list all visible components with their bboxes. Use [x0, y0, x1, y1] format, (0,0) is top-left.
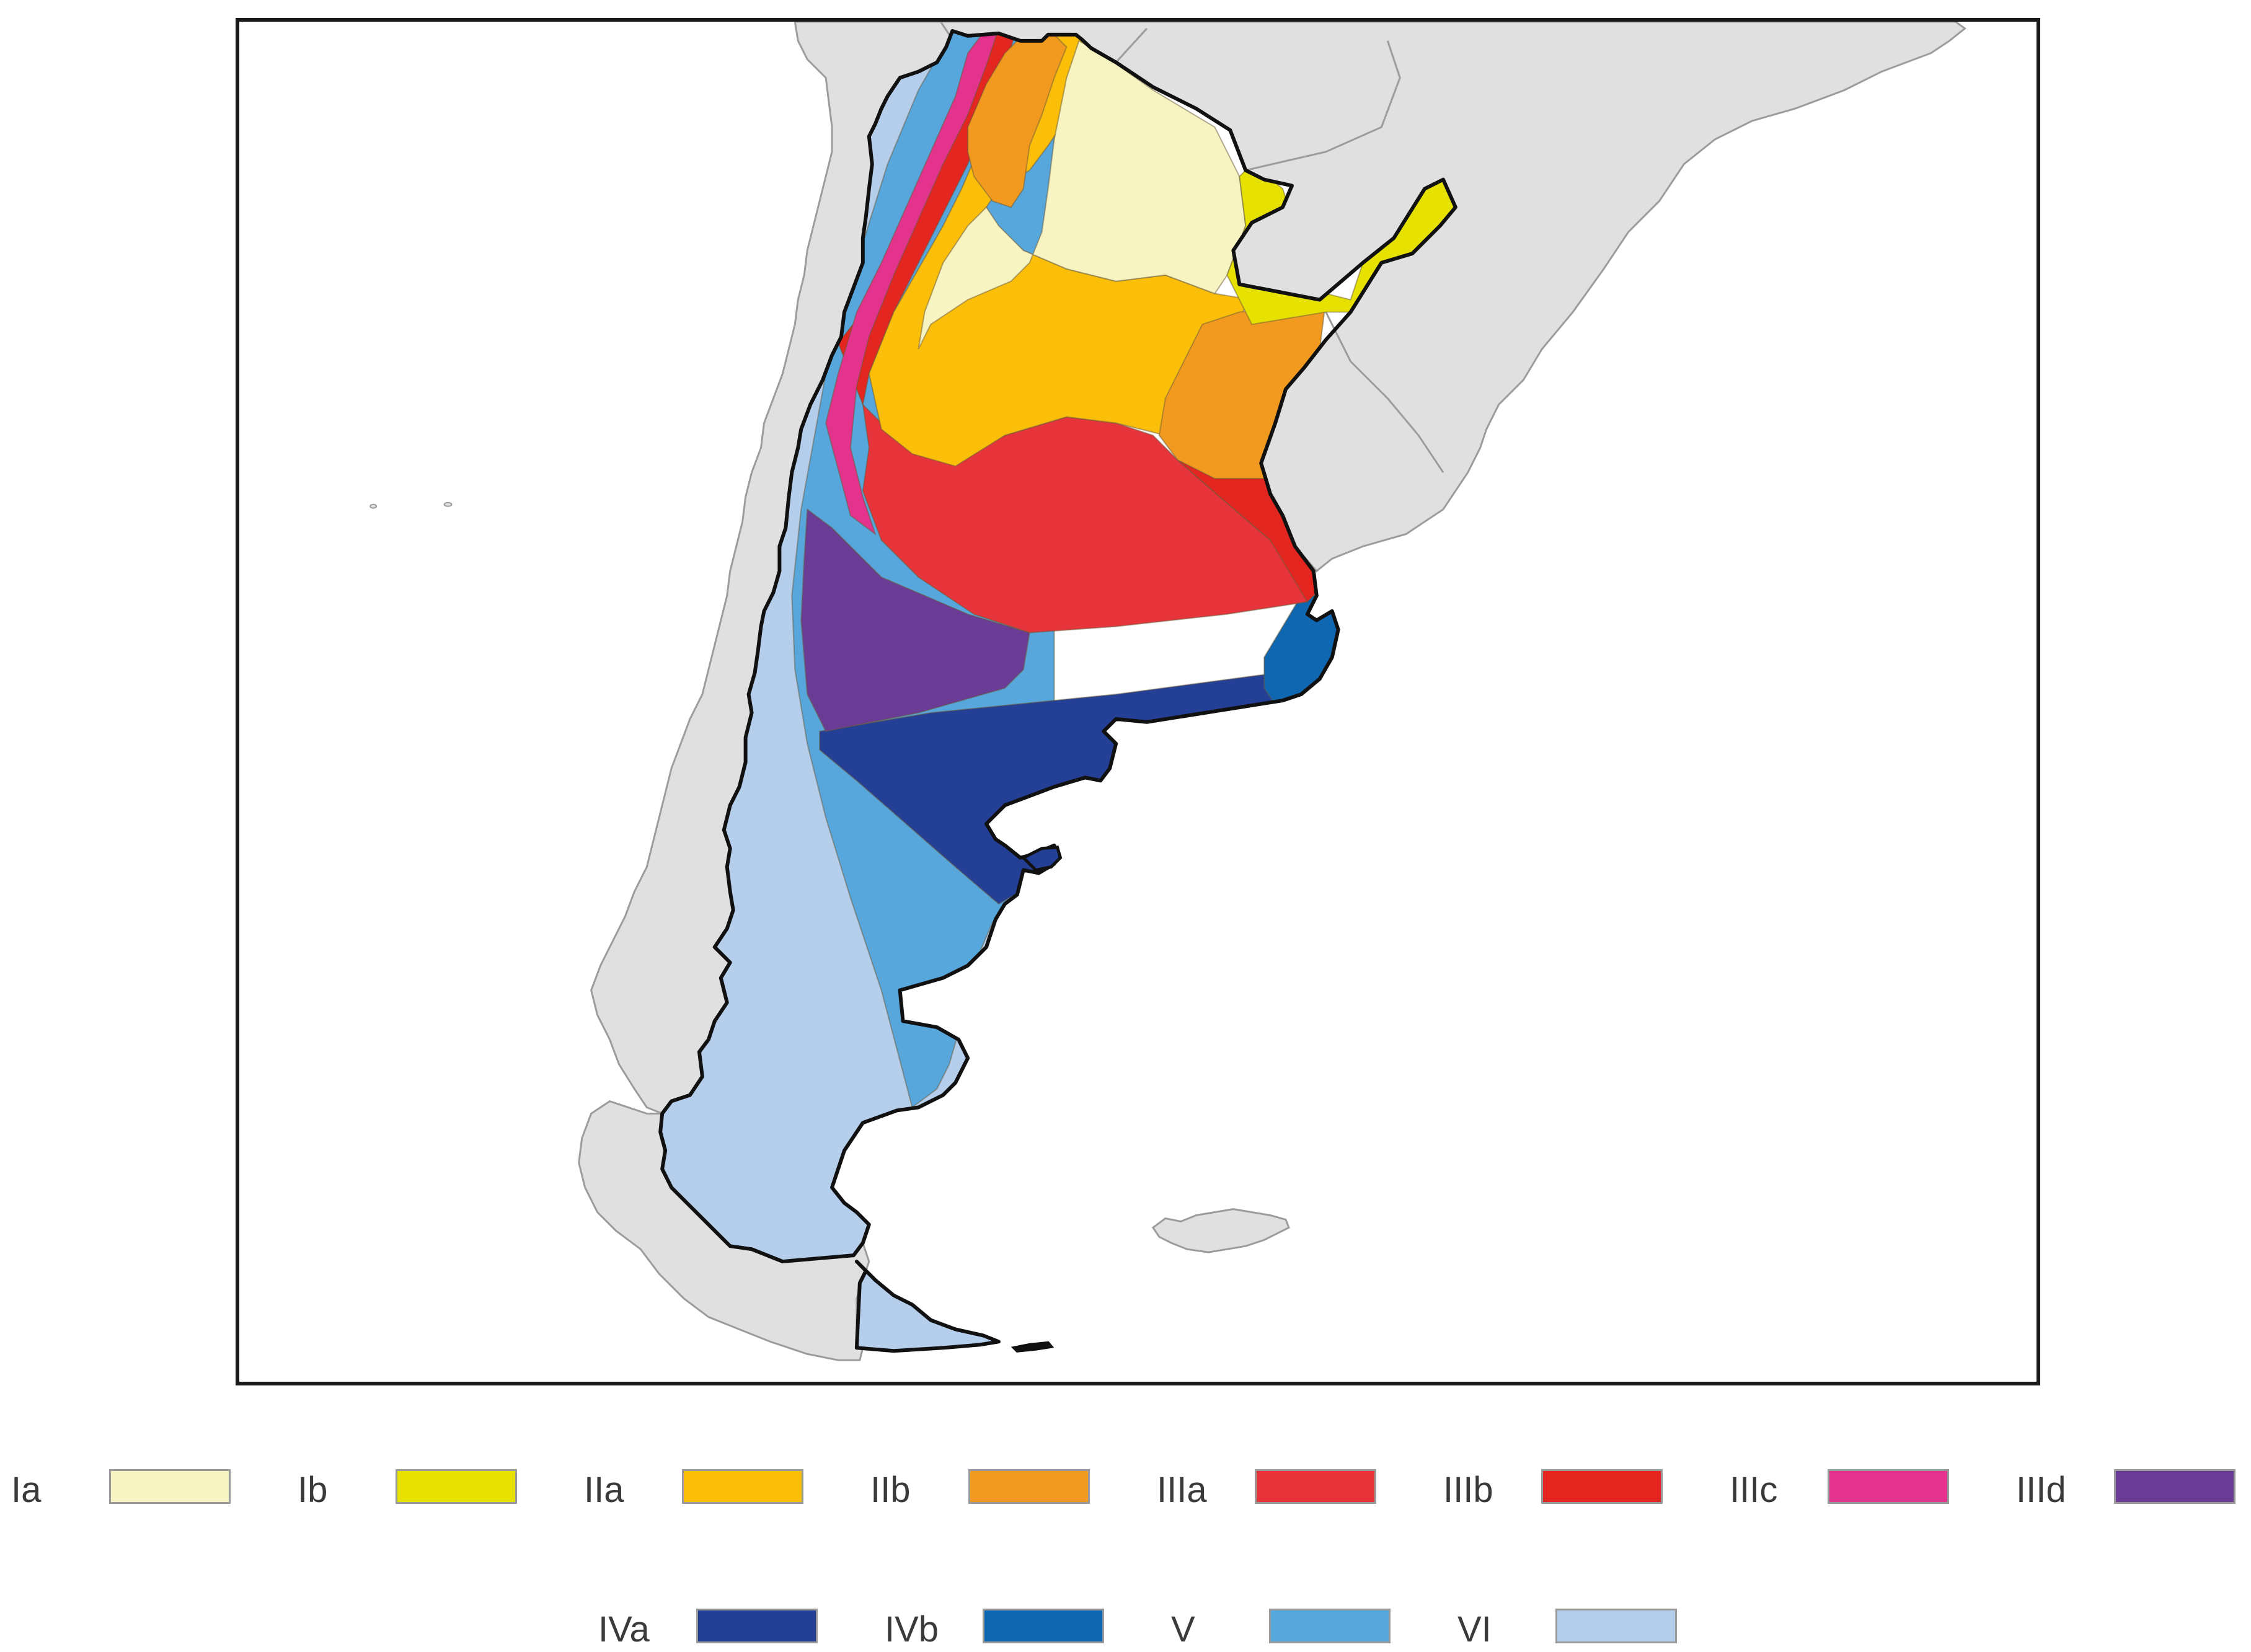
legend-swatch — [968, 1469, 1090, 1504]
legend-item-iva: IVa — [598, 1602, 820, 1652]
zone-iib — [967, 33, 1068, 208]
zone-ivb — [1263, 594, 1376, 708]
legend-swatch — [682, 1469, 803, 1504]
legend-label: IIb — [870, 1470, 911, 1510]
legend-item-iiib: IIIb — [1443, 1463, 1665, 1513]
map-frame — [236, 18, 2040, 1385]
legend-swatch — [396, 1469, 517, 1504]
legend-item-iiic: IIIc — [1730, 1463, 1952, 1513]
legend-item-iia: IIa — [584, 1463, 806, 1513]
legend-swatch — [1269, 1609, 1391, 1643]
legend-label: IIIb — [1443, 1470, 1493, 1510]
legend-label: Ib — [298, 1470, 328, 1510]
legend-label: IIa — [584, 1470, 624, 1510]
legend-label: VI — [1457, 1609, 1492, 1650]
legend-swatch — [1828, 1469, 1949, 1504]
legend-swatch — [2114, 1469, 2236, 1504]
legend-label: IIIc — [1730, 1470, 1778, 1510]
legend-item-iib: IIb — [870, 1463, 1092, 1513]
legend-item-iiid: IIId — [2016, 1463, 2238, 1513]
zone-iiid — [800, 508, 1030, 732]
isla-de-los-estados — [1011, 1341, 1055, 1353]
zone-iiic — [825, 30, 1000, 536]
tierra-del-fuego — [854, 1260, 1001, 1353]
legend-label: IVb — [885, 1609, 939, 1650]
legend-swatch — [983, 1609, 1104, 1643]
legend-item-iiia: IIIa — [1157, 1463, 1379, 1513]
legend-label: IIId — [2016, 1470, 2066, 1510]
neighbour-borders — [939, 22, 1444, 473]
legend-row-2: IVa IVb V VI — [0, 1602, 2251, 1652]
legend-item-vi: VI — [1457, 1602, 1679, 1652]
legend-swatch — [696, 1609, 818, 1643]
legend-swatch — [1255, 1469, 1376, 1504]
legend-item-v: V — [1171, 1602, 1393, 1652]
legend-item-ia: Ia — [11, 1463, 233, 1513]
argentina-border — [658, 29, 1457, 1264]
legend-label: IIIa — [1157, 1470, 1207, 1510]
legend-label: Ia — [11, 1470, 42, 1510]
legend-swatch — [109, 1469, 231, 1504]
legend-row-1: Ia Ib IIa IIb IIIa IIIb IIIc IIId — [0, 1463, 2251, 1513]
legend-swatch — [1555, 1609, 1677, 1643]
legend-label: V — [1171, 1609, 1195, 1650]
legend-item-ivb: IVb — [885, 1602, 1107, 1652]
climate-zone-map — [369, 22, 1966, 1361]
legend-label: IVa — [598, 1609, 650, 1650]
peninsula-valdes — [1020, 846, 1063, 872]
legend-item-ib: Ib — [298, 1463, 520, 1513]
legend-swatch — [1541, 1469, 1663, 1504]
